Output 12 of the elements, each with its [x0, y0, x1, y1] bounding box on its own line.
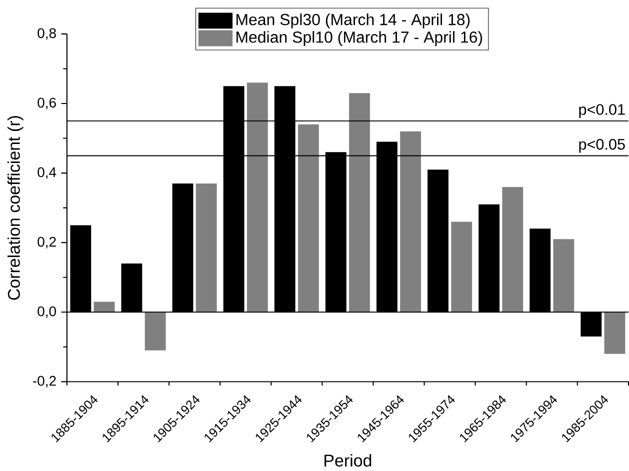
y-tick-label: 0,4 — [38, 167, 56, 179]
legend-label: Mean Spl30 (March 14 - April 18) — [236, 13, 470, 28]
x-axis-title: Period — [324, 454, 372, 467]
y-tick-label: 0,0 — [38, 306, 56, 318]
ref-line-label: p<0.05 — [579, 138, 625, 153]
legend-label: Median Spl10 (March 17 - April 16) — [236, 31, 482, 46]
y-tick-label: 0,8 — [38, 28, 56, 40]
y-axis-title: Correlation coefficient (r) — [7, 116, 24, 300]
y-tick-label: 0,2 — [38, 236, 56, 248]
ref-line-label: p<0.01 — [579, 104, 625, 118]
y-tick-label: -0,2 — [33, 376, 56, 388]
y-tick-label: 0,6 — [38, 98, 56, 110]
